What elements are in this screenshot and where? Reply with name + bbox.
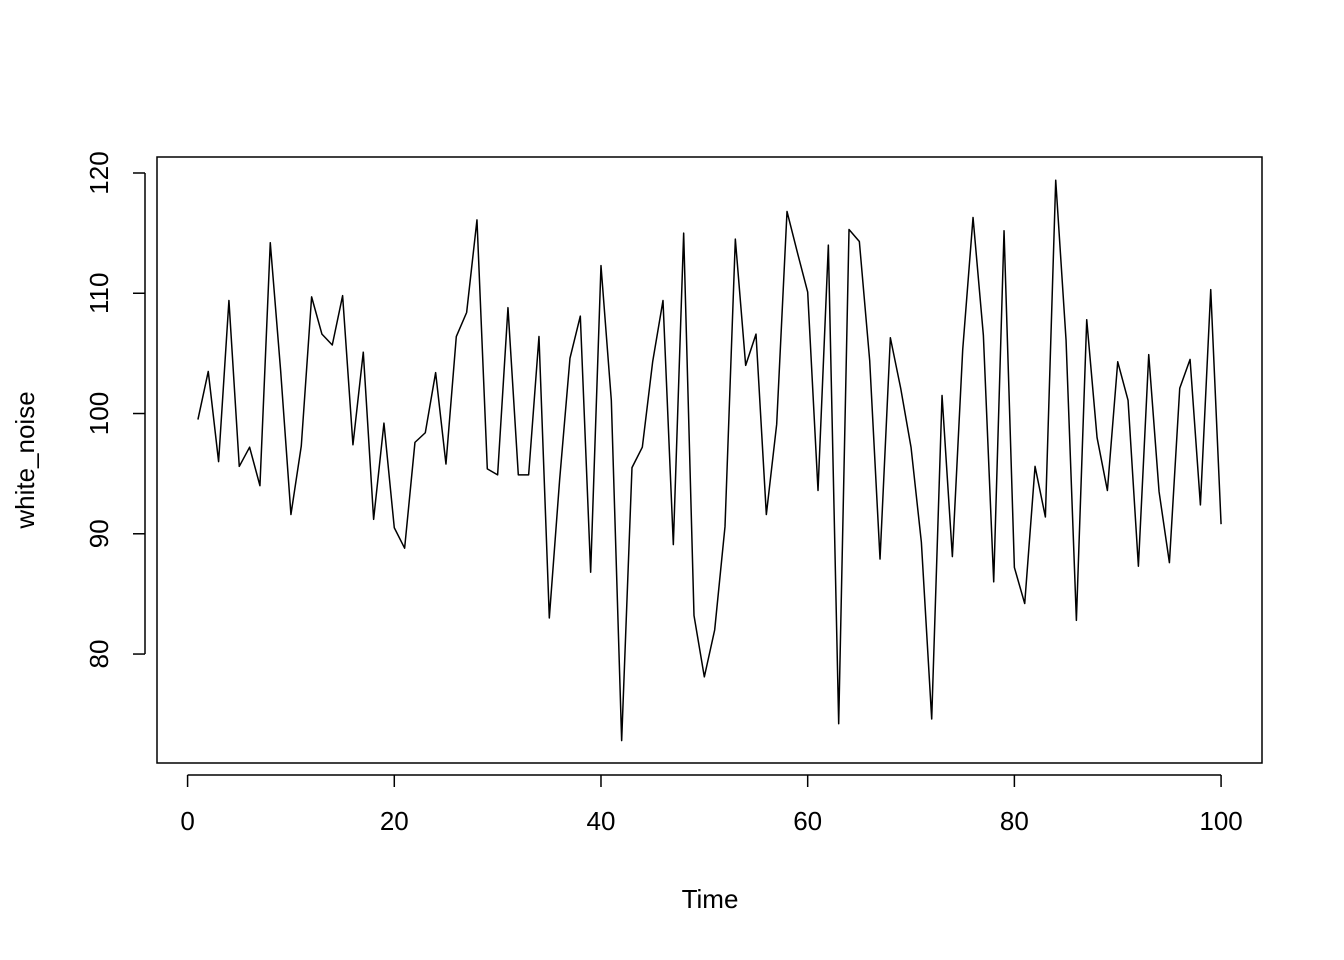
y-tick-label: 80 [84, 640, 114, 669]
data-line [197, 179, 1222, 742]
y-tick-label: 90 [84, 519, 114, 548]
x-tick-label: 100 [1199, 806, 1242, 836]
x-tick-label: 80 [1000, 806, 1029, 836]
y-tick-label: 110 [84, 273, 114, 314]
x-tick-label: 0 [180, 806, 194, 836]
y-tick-label: 120 [84, 151, 114, 194]
x-tick-label: 40 [587, 806, 616, 836]
y-tick-label: 100 [84, 392, 114, 435]
x-tick-label: 60 [793, 806, 822, 836]
plot-box [156, 156, 1263, 764]
y-axis-label: white_noise [10, 391, 40, 529]
x-axis-label: Time [682, 884, 739, 914]
x-tick-label: 20 [380, 806, 409, 836]
